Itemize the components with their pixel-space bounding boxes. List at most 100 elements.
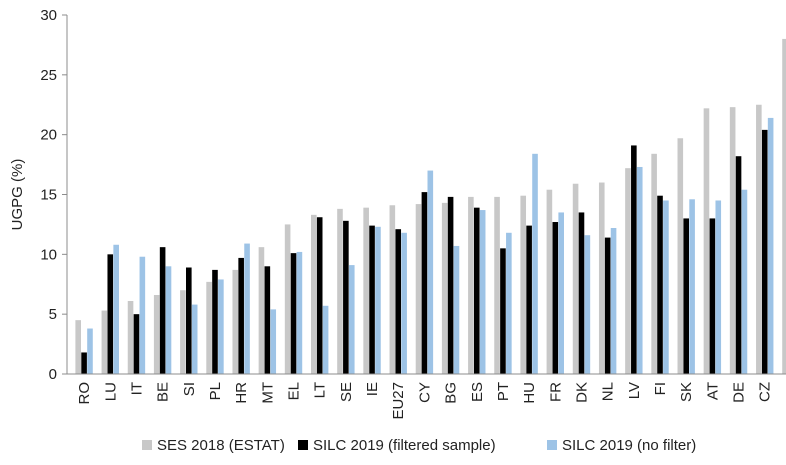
- bar-lv-series-3: [636, 166, 643, 374]
- bar-it-series-3: [139, 256, 146, 374]
- x-tick-label: HR: [233, 382, 250, 404]
- y-tick-label: 20: [40, 127, 57, 144]
- bar-nl-series-2: [604, 237, 611, 374]
- bar-cy-series-3: [427, 170, 434, 374]
- x-tick-label: AT: [704, 382, 721, 400]
- bar-pt-series-1: [494, 196, 500, 374]
- bar-at-series-3: [715, 200, 722, 374]
- bar-fr-series-1: [546, 189, 553, 374]
- legend-label: SES 2018 (ESTAT): [157, 437, 285, 454]
- bar-bg-series-2: [447, 196, 454, 374]
- x-tick-label: EU27: [390, 382, 407, 420]
- x-tick-label: BE: [155, 382, 172, 402]
- x-tick-label: BG: [443, 382, 460, 404]
- x-tick-label: LV: [626, 382, 643, 399]
- bar-se-series-3: [348, 265, 355, 374]
- legend-swatch: [298, 440, 308, 450]
- x-tick-label: SK: [678, 382, 695, 402]
- bar-lv-series-1: [625, 168, 631, 374]
- x-tick-label: IE: [364, 382, 381, 396]
- bar-dk-series-1: [572, 183, 579, 374]
- x-tick-label: HU: [521, 382, 538, 404]
- bar-hu-series-1: [520, 195, 527, 374]
- bar-cz-series-2: [761, 129, 768, 374]
- x-tick-label: MT: [259, 382, 276, 404]
- bar-eu27-series-3: [401, 232, 407, 374]
- bar-el-series-3: [296, 251, 303, 374]
- bar-be-series-3: [165, 266, 172, 374]
- bar-lv-series-2: [631, 145, 637, 374]
- bar-ro-series-3: [87, 328, 93, 374]
- bar-fi-series-2: [657, 195, 663, 374]
- bar-si-series-2: [186, 267, 192, 374]
- bar-el-series-2: [290, 253, 297, 374]
- bar-ro-series-1: [75, 320, 81, 374]
- bar-be-series-1: [153, 295, 160, 374]
- bar-sk-series-2: [683, 218, 689, 374]
- bar-pl-series-1: [206, 281, 212, 374]
- bar-at-series-1: [703, 108, 710, 374]
- bar-es-series-3: [479, 210, 486, 374]
- x-axis: RO LU IT BE SI PL HR MT EL LT SE IE EU27 CY BG ES PT HU FR…: [67, 373, 786, 420]
- bar-ie-series-3: [375, 226, 381, 374]
- x-tick-label: IT: [128, 382, 145, 395]
- x-tick-label: FR: [547, 382, 564, 402]
- bar-lu-series-2: [107, 254, 114, 374]
- bar-pt-series-3: [506, 232, 512, 374]
- bar-it-series-2: [133, 314, 140, 374]
- bar-dk-series-2: [578, 212, 585, 374]
- x-tick-label: DK: [573, 382, 590, 403]
- bar-fi-series-1: [651, 153, 657, 374]
- bar-fr-series-3: [558, 212, 564, 374]
- x-tick-label: ES: [469, 382, 486, 402]
- bar-si-series-3: [191, 304, 198, 374]
- bar-hr-series-2: [238, 257, 244, 374]
- bar-sk-series-3: [689, 199, 695, 374]
- bar-hu-series-2: [526, 225, 532, 374]
- x-tick-label: CZ: [757, 382, 774, 402]
- y-tick-label: 5: [49, 306, 57, 323]
- x-tick-label: NL: [600, 382, 617, 401]
- bar-se-series-2: [343, 220, 349, 374]
- bar-cz-series-3: [767, 117, 774, 374]
- bar-de-series-1: [729, 107, 736, 374]
- x-tick-label: EL: [286, 382, 303, 400]
- y-tick-label: 25: [40, 67, 57, 84]
- y-tick-label: 15: [40, 187, 57, 204]
- x-tick-label: FI: [652, 382, 669, 395]
- x-tick-label: SE: [338, 382, 355, 402]
- bar-ro-series-2: [81, 352, 87, 374]
- bar-lt-series-3: [322, 305, 329, 374]
- bar-es-series-1: [468, 196, 474, 374]
- bar-hr-series-3: [244, 243, 250, 374]
- y-tick-label: 10: [40, 246, 57, 263]
- bar-cz-series-1: [756, 104, 762, 374]
- legend-swatch: [142, 440, 152, 450]
- bar-cy-series-1: [415, 204, 422, 374]
- bar-lu-series-1: [101, 310, 108, 374]
- bar-sk-series-1: [677, 138, 684, 374]
- bar-de-series-2: [735, 156, 742, 374]
- bar-at-series-2: [709, 218, 716, 374]
- bar-mt-series-2: [264, 266, 271, 374]
- bar-el-series-1: [284, 224, 291, 374]
- bar-eu27-series-2: [395, 229, 402, 374]
- x-tick-label: DE: [731, 382, 748, 403]
- x-tick-label: LT: [312, 382, 329, 398]
- legend-label: SILC 2019 (filtered sample): [313, 437, 496, 454]
- bar-pl-series-3: [218, 279, 224, 374]
- x-tick-label: PT: [495, 382, 512, 401]
- bar-de-series-3: [741, 189, 748, 374]
- y-axis: 0 5 10 15 20 25 30: [40, 7, 68, 383]
- x-tick-label: LU: [102, 382, 119, 401]
- bar-ie-series-2: [369, 225, 375, 374]
- bar-pl-series-2: [212, 269, 218, 374]
- bar-mt-series-1: [258, 247, 265, 374]
- x-tick-label: EE: [783, 382, 786, 402]
- bar-be-series-2: [159, 247, 166, 374]
- bar-nl-series-3: [610, 228, 617, 374]
- bar-si-series-1: [180, 290, 186, 374]
- y-tick-label: 30: [40, 7, 57, 24]
- bar-nl-series-1: [598, 182, 605, 374]
- bar-ie-series-1: [363, 207, 369, 374]
